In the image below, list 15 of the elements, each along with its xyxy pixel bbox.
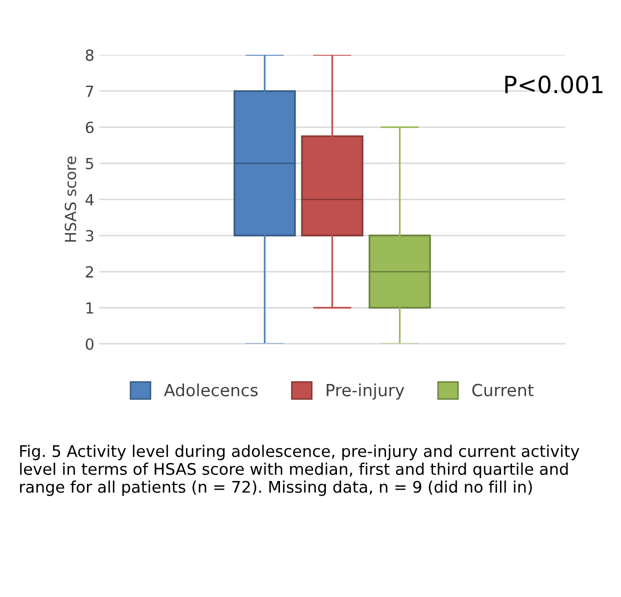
y-tick-label: 2	[86, 266, 93, 278]
legend-label: Adolecencs	[164, 383, 258, 396]
legend-label: Pre-injury	[326, 383, 404, 400]
y-tick-label: 3	[86, 230, 94, 242]
y-tick-label: 8	[86, 49, 94, 61]
y-tick-label: 7	[86, 86, 94, 97]
y-axis-title: HSAS score	[64, 156, 76, 242]
y-tick-label: 0	[86, 338, 94, 350]
y-tick-label: 1	[86, 302, 94, 314]
y-tick-label: 4	[86, 194, 94, 206]
y-tick-label: 6	[86, 122, 94, 134]
legend-label: Current	[472, 384, 534, 396]
annotation: P<0.001	[505, 76, 602, 94]
caption: Fig. 5 Activity level during adolescence, pre-injury and current activity level in terms of HSAS score with median, first and third quartile and range for all patients (n = 72). Missing data, n = 9 (did no fill in)	[20, 444, 580, 496]
y-tick-label: 5	[86, 158, 94, 170]
